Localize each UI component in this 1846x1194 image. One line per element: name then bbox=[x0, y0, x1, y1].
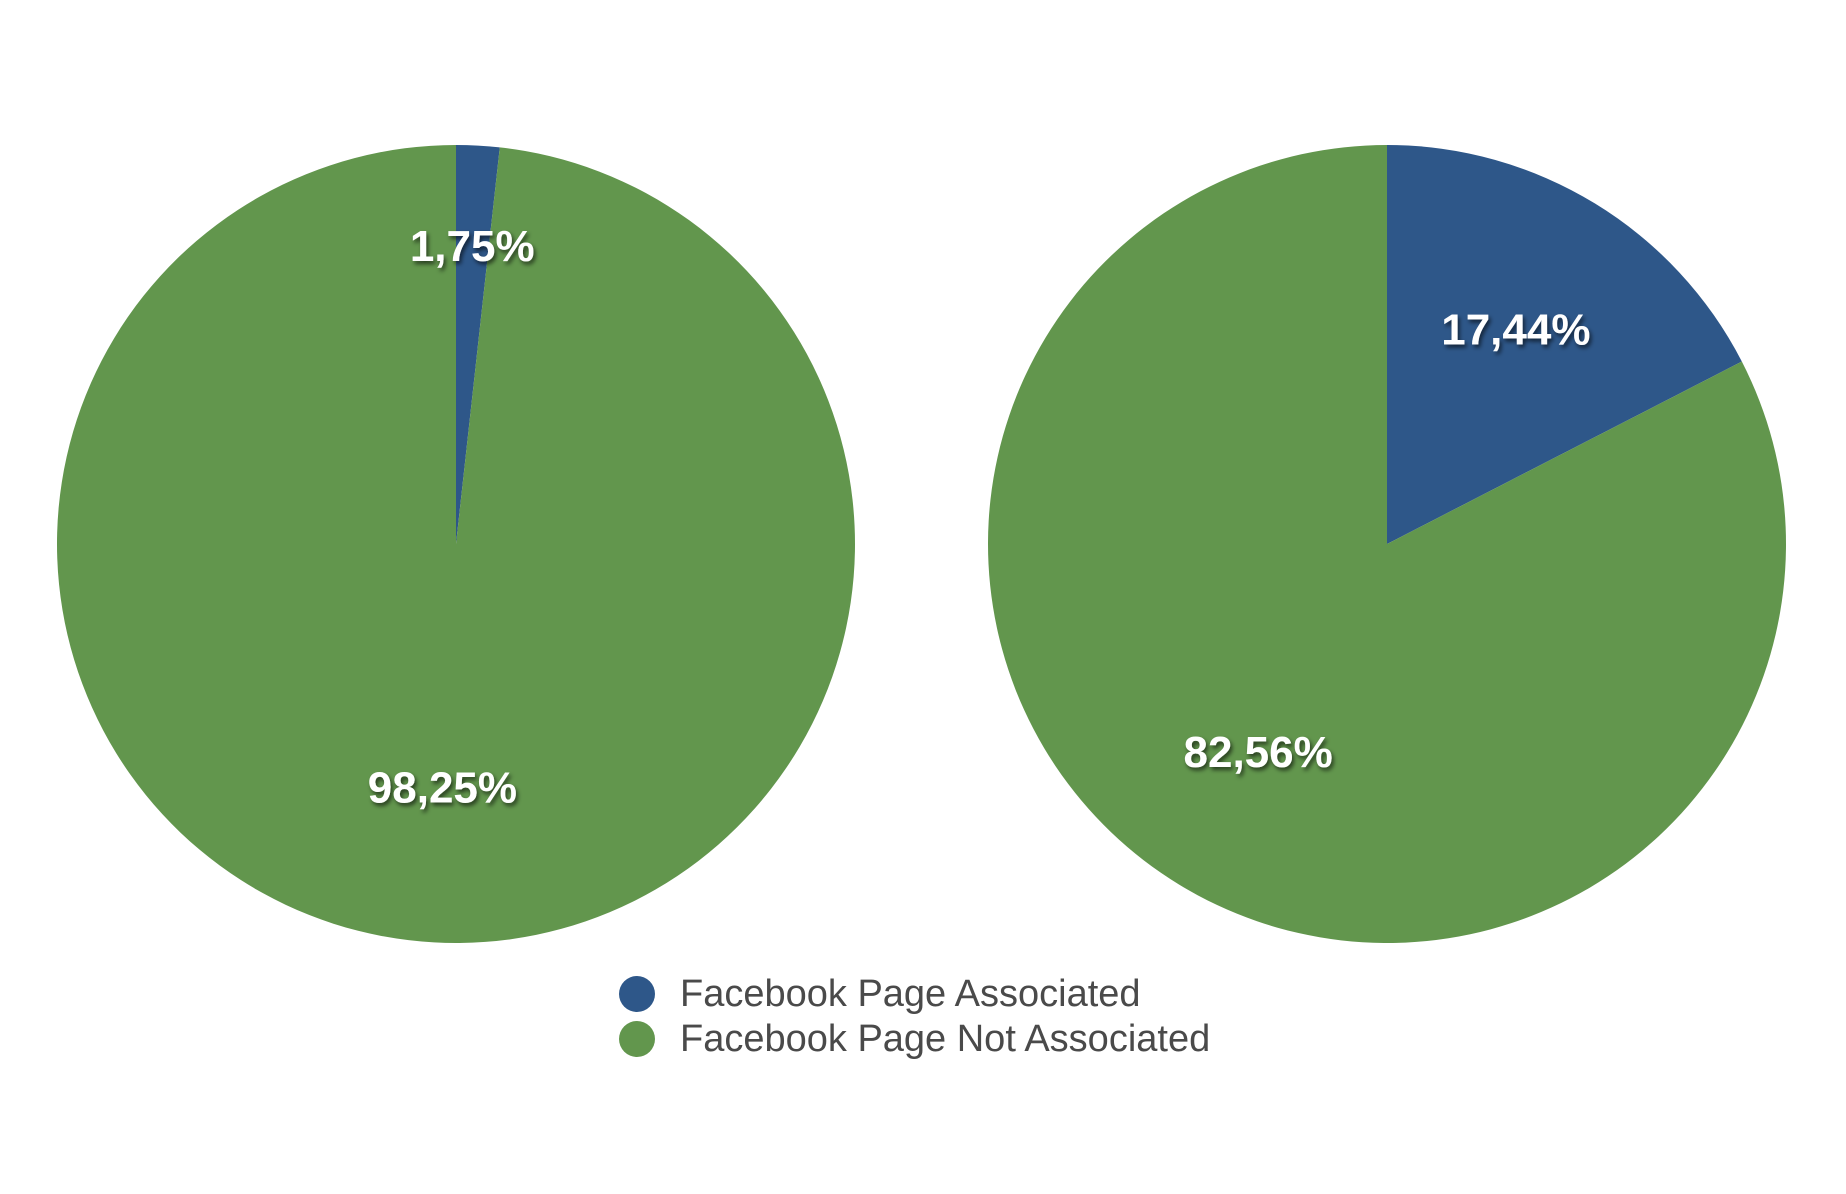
pie-slice-associated bbox=[456, 145, 500, 544]
pie-slice-associated bbox=[1387, 145, 1742, 544]
slice-label-not-associated: 98,25% bbox=[368, 764, 517, 813]
pie-chart-left: 1,75% 98,25% bbox=[56, 145, 855, 943]
legend-marker-associated bbox=[619, 976, 655, 1012]
slice-label-associated: 17,44% bbox=[1441, 305, 1590, 354]
pie-chart-right: 17,44% 82,56% bbox=[987, 145, 1787, 943]
legend-label-not-associated: Facebook Page Not Associated bbox=[680, 1018, 1210, 1060]
legend-label-associated: Facebook Page Associated bbox=[680, 973, 1141, 1015]
pie-slice-not-associated bbox=[56, 145, 855, 943]
slice-label-associated: 1,75% bbox=[410, 222, 535, 271]
legend-marker-not-associated bbox=[619, 1021, 655, 1057]
pie-slice-not-associated bbox=[987, 145, 1787, 943]
legend: Facebook Page Associated Facebook Page N… bbox=[619, 973, 1210, 1060]
slice-label-not-associated: 82,56% bbox=[1184, 728, 1333, 777]
